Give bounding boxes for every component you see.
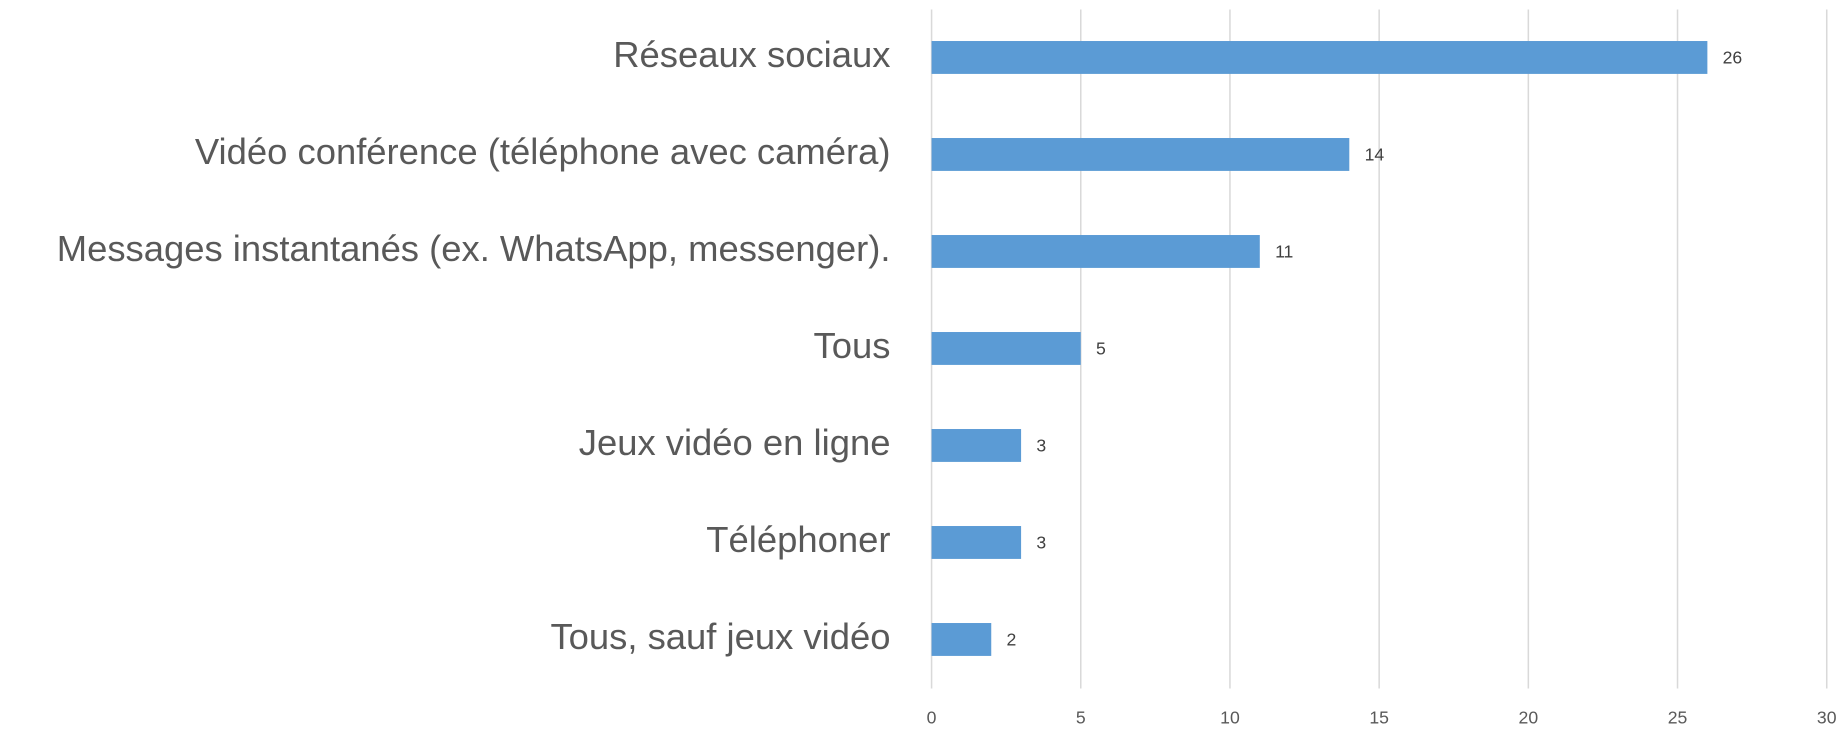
data-label: 3 — [1036, 435, 1046, 455]
bar — [931, 138, 1350, 171]
y-tick-label: Messages instantanés (ex. WhatsApp, mess… — [57, 228, 891, 269]
x-tick-label: 20 — [1519, 708, 1539, 728]
data-label: 5 — [1096, 338, 1106, 358]
bar — [931, 235, 1260, 268]
x-tick-label: 25 — [1668, 708, 1688, 728]
y-tick-label: Réseaux sociaux — [613, 34, 890, 75]
bar — [931, 526, 1022, 559]
bar — [931, 429, 1022, 462]
x-tick-label: 30 — [1817, 708, 1837, 728]
data-label: 3 — [1036, 532, 1046, 552]
x-tick-label: 0 — [927, 708, 937, 728]
y-tick-label: Tous — [814, 325, 891, 366]
y-tick-label: Téléphoner — [706, 519, 890, 560]
data-label: 11 — [1275, 241, 1293, 261]
y-tick-label: Jeux vidéo en ligne — [579, 422, 891, 463]
x-tick-label: 10 — [1220, 708, 1240, 728]
bar — [931, 332, 1081, 365]
data-label: 14 — [1365, 144, 1385, 164]
x-tick-label: 15 — [1369, 708, 1389, 728]
data-label: 26 — [1723, 47, 1743, 67]
y-tick-label: Vidéo conférence (téléphone avec caméra) — [195, 131, 891, 172]
y-tick-label: Tous, sauf jeux vidéo — [550, 616, 890, 657]
bar — [931, 623, 992, 656]
x-tick-label: 5 — [1076, 708, 1086, 728]
bar — [931, 41, 1708, 74]
data-label: 2 — [1007, 629, 1017, 649]
